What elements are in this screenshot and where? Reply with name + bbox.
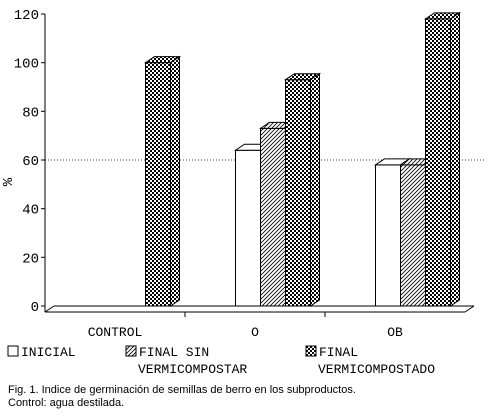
bar-front — [235, 149, 261, 307]
y-axis-label: % — [1, 177, 17, 186]
figure-caption: Fig. 1. Indice de germinación de semilla… — [8, 384, 356, 410]
legend-label: INICIAL — [21, 345, 76, 360]
bar-front — [425, 18, 451, 307]
bar-side — [450, 11, 460, 307]
bar-front — [145, 62, 171, 307]
y-tick-label: 0 — [31, 300, 39, 316]
y-tick-label: 20 — [22, 251, 39, 267]
floor-left-edge — [44, 305, 55, 313]
legend-entry: FINAL VERMICOMPOSTADO — [305, 345, 435, 377]
bar — [143, 55, 182, 307]
germination-chart: 0 20 40 60 80 100 120% CONTROL O OB INICIAL FINAL … — [1, 8, 485, 377]
y-tick-label: 60 — [22, 154, 39, 170]
bar-front — [260, 127, 286, 307]
legend-swatch — [7, 345, 19, 357]
legend-entry: INICIAL — [7, 345, 76, 360]
y-tick-label: 120 — [14, 8, 39, 24]
category-label: O — [251, 325, 259, 340]
legend-label: VERMICOMPOSTAR — [138, 362, 247, 377]
legend-label: FINAL SIN — [139, 345, 209, 360]
bar — [283, 72, 322, 307]
legend-entry: FINAL SIN VERMICOMPOSTAR — [125, 345, 247, 377]
caption-line-2: Control: agua destilada. — [8, 397, 125, 409]
legend-swatch — [305, 345, 317, 357]
legend-swatch — [125, 345, 137, 357]
y-tick-label: 80 — [22, 105, 39, 121]
y-tick-label: 100 — [14, 57, 39, 73]
bar-front — [375, 164, 401, 307]
caption-line-1: Fig. 1. Indice de germinación de semilla… — [8, 384, 356, 396]
bar-side — [170, 55, 180, 307]
floor-right-edge — [464, 305, 475, 313]
bar-side — [310, 72, 320, 307]
bar-front — [285, 79, 311, 307]
legend-label: VERMICOMPOSTADO — [318, 362, 435, 377]
bar-front — [400, 164, 426, 307]
category-label: OB — [387, 325, 403, 340]
legend-label: FINAL — [319, 345, 358, 360]
y-tick-label: 40 — [22, 203, 39, 219]
bar — [423, 11, 462, 307]
category-label: CONTROL — [88, 325, 143, 340]
